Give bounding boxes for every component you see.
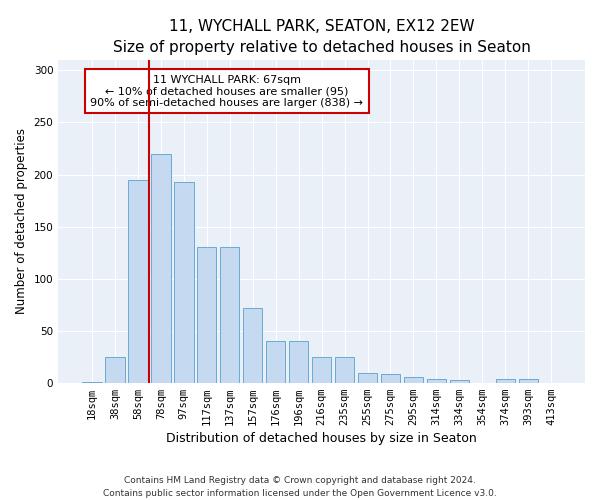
Bar (289, 341, 308, 382)
Text: 11 WYCHALL PARK: 67sqm
← 10% of detached houses are smaller (95)
90% of semi-det: 11 WYCHALL PARK: 67sqm ← 10% of detached… (90, 74, 363, 108)
Bar (335, 356, 355, 382)
Bar (496, 378, 515, 382)
Bar (243, 308, 262, 382)
Title: 11, WYCHALL PARK, SEATON, EX12 2EW
Size of property relative to detached houses : 11, WYCHALL PARK, SEATON, EX12 2EW Size … (113, 18, 530, 55)
Bar (266, 341, 286, 382)
Bar (128, 180, 148, 382)
Bar (381, 374, 400, 382)
Bar (312, 356, 331, 382)
Bar (449, 380, 469, 382)
Text: Contains HM Land Registry data © Crown copyright and database right 2024.
Contai: Contains HM Land Registry data © Crown c… (103, 476, 497, 498)
Bar (197, 248, 217, 382)
Bar (404, 378, 423, 382)
Bar (220, 248, 239, 382)
Bar (105, 356, 125, 382)
Bar (518, 378, 538, 382)
Bar (174, 182, 194, 382)
Bar (427, 378, 446, 382)
X-axis label: Distribution of detached houses by size in Seaton: Distribution of detached houses by size … (166, 432, 477, 445)
Bar (151, 154, 170, 382)
Bar (358, 374, 377, 382)
Y-axis label: Number of detached properties: Number of detached properties (15, 128, 28, 314)
